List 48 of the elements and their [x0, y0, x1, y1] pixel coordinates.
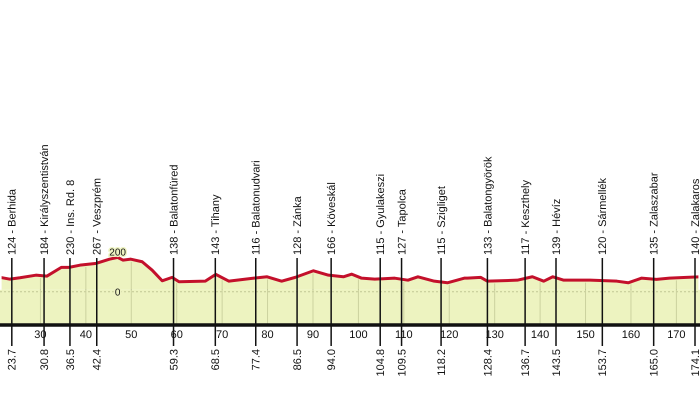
ref-line-label: 120 - Sármellék	[597, 177, 610, 255]
ref-line-label: 166 - Köveskál	[326, 182, 338, 255]
ref-line-label: 230 - Ins. Rd. 8	[64, 180, 77, 255]
ref-line-label: 124 - Berhida	[6, 188, 19, 255]
x-tick-label: 150	[576, 328, 595, 341]
x-tick-label: 70	[216, 328, 228, 341]
ref-line-label: 128 - Zánka	[292, 195, 304, 255]
x-tick-label: 140	[530, 328, 550, 341]
text: 59.3	[168, 349, 180, 370]
ref-line-label: 138 - Balatonfüred	[168, 164, 180, 255]
text: 42.4	[92, 349, 104, 370]
y-tick-label: 200	[109, 247, 126, 258]
x-tick-label: 100	[349, 328, 368, 341]
x-tick-label: 170	[667, 328, 686, 341]
ref-line-label: 133 - Balatongyörök	[482, 156, 494, 255]
x-tick-label: 90	[306, 328, 320, 341]
text: 165.0	[648, 349, 661, 377]
x-tick-label: 80	[261, 328, 274, 341]
ref-line-label: 116 - Balatonudvari	[250, 160, 263, 255]
x-tick-label: 40	[80, 328, 92, 341]
ref-line-label: 140 - Zalakaros	[690, 178, 700, 255]
ref-line-label: 127 - Tapolca	[396, 188, 408, 255]
ref-line-label: 115 - Szigliget	[436, 186, 448, 255]
text: 30.8	[38, 349, 51, 370]
ref-line-label: 267 - Veszprém	[92, 178, 104, 255]
y-tick-label: 0	[114, 287, 121, 298]
text: 23.7	[6, 349, 19, 370]
ref-line-label: 115 - Gyulakeszi	[375, 174, 388, 255]
text: 128.4	[482, 349, 494, 377]
text: 174.1	[690, 349, 700, 377]
ref-line-label: 139 - Hévíz	[550, 198, 563, 255]
text: 136.7	[520, 349, 532, 377]
text: 36.5	[64, 349, 77, 370]
text: 68.5	[210, 349, 222, 370]
text: 94.0	[326, 349, 338, 370]
text: 86.5	[292, 349, 304, 370]
ref-line-label: 117 - Keszthely	[520, 180, 532, 255]
ref-line-label: 135 - Zalaszabar	[648, 172, 661, 255]
text: 104.8	[375, 349, 388, 377]
text: 153.7	[597, 349, 610, 377]
text: 109.5	[396, 349, 408, 377]
text: 143.5	[550, 349, 563, 377]
x-tick-label: 160	[622, 328, 640, 341]
text: 77.4	[250, 349, 263, 370]
text: 118.2	[436, 349, 448, 376]
ref-line-label: 143 - Tihany	[210, 194, 222, 255]
x-tick-label: 50	[125, 328, 138, 341]
ref-line-label: 184 - Királyszentistván	[38, 144, 51, 255]
